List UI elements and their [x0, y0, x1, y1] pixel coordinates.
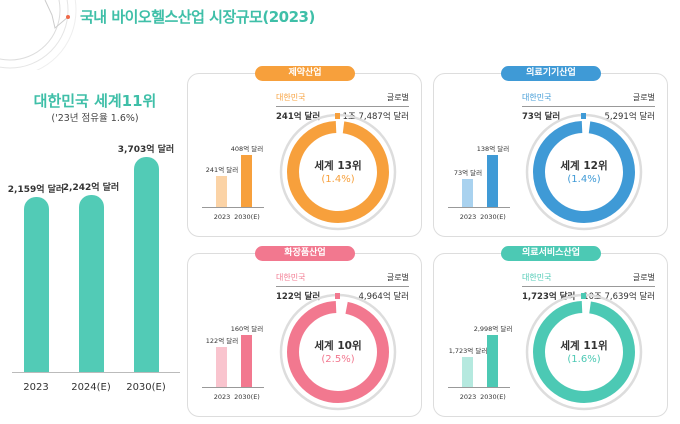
korea-share-marker	[581, 293, 586, 299]
world-share: (2.5%)	[321, 354, 355, 365]
global-value: 1조 7,487억 달러	[337, 106, 409, 122]
korea-rank-headline: 대한민국 세계11위	[33, 92, 157, 110]
world-rank: 세계 10위	[314, 340, 362, 352]
mini-x-label: 2030(E)	[480, 213, 506, 221]
share-donut	[279, 293, 397, 411]
bar-value-label: 2,242억 달러	[62, 182, 120, 193]
mini-x-label: 2030(E)	[234, 393, 260, 401]
global-label: 글로벌	[632, 93, 655, 102]
bar-2023	[24, 197, 49, 372]
korea-label: 대한민국	[276, 273, 306, 282]
korea-value: 241억 달러	[276, 106, 338, 122]
global-label: 글로벌	[386, 273, 409, 282]
mini-bar-value: 122억 달러	[205, 337, 239, 346]
x-tick-label: 2030(E)	[126, 382, 166, 393]
mini-bar-value: 408억 달러	[230, 145, 264, 153]
mini-x-label: 2030(E)	[480, 393, 506, 401]
bar-2030(E)	[134, 157, 159, 372]
x-tick-label: 2023	[23, 382, 49, 393]
mini-x-label: 2023	[459, 393, 477, 401]
global-value: 5,291억 달러	[583, 106, 655, 122]
industry-name-pill: 의료서비스산업	[501, 246, 601, 261]
mini-bar-2023	[216, 176, 227, 207]
global-label: 글로벌	[386, 93, 409, 102]
korea-share-subtitle: ('23년 점유율 1.6%)	[51, 113, 139, 124]
mini-bar-value: 73억 달러	[453, 169, 483, 178]
global-share-arc	[533, 121, 635, 223]
mini-x-label: 2023	[213, 213, 231, 221]
page-title: 국내 바이오헬스산업 시장규모(2023)	[80, 8, 315, 26]
mini-bar-2030	[487, 155, 498, 207]
mini-axis	[202, 207, 264, 208]
mini-bar-2030	[487, 335, 498, 387]
mini-bar-value: 160억 달러	[230, 325, 264, 333]
industry-panel: 의료기기산업 대한민국 73억 달러 글로벌 5,291억 달러 세계 12위 …	[433, 66, 668, 237]
mini-bar-2023	[462, 179, 473, 207]
mini-bar-2030	[241, 155, 252, 207]
bar-2024(E)	[79, 194, 104, 372]
mini-bar-value: 2,998억 달러	[473, 325, 513, 333]
share-donut	[525, 113, 643, 231]
industry-name-pill: 의료기기산업	[501, 66, 601, 81]
mini-axis	[202, 387, 264, 388]
korea-label: 대한민국	[522, 93, 552, 102]
mini-bar-2023	[462, 357, 473, 387]
decorative-circuit-lines	[0, 0, 77, 70]
bar-value-label: 3,703억 달러	[117, 145, 175, 155]
mini-bar-value: 138억 달러	[476, 145, 510, 153]
mini-bar-2023	[216, 347, 227, 387]
world-rank: 세계 12위	[560, 160, 608, 172]
world-share: (1.4%)	[567, 174, 601, 185]
industry-panel: 화장품산업 대한민국 122억 달러 글로벌 4,964억 달러 세계 10위 …	[187, 246, 422, 417]
global-value: 4,964억 달러	[337, 286, 409, 302]
world-share: (1.4%)	[321, 174, 355, 185]
global-label: 글로벌	[632, 273, 655, 282]
korea-label: 대한민국	[276, 93, 306, 102]
korea-share-marker	[581, 113, 586, 119]
mini-bar-2030	[241, 335, 252, 387]
korea-share-marker	[335, 293, 340, 299]
industry-panel: 의료서비스산업 대한민국 1,723억 달러 글로벌 10조 7,639억 달러…	[433, 246, 668, 417]
industry-name-pill: 화장품산업	[255, 246, 355, 261]
world-rank: 세계 13위	[314, 160, 362, 172]
x-tick-label: 2024(E)	[71, 382, 111, 393]
korea-label: 대한민국	[522, 273, 552, 282]
share-donut	[279, 113, 397, 231]
mini-axis	[448, 207, 510, 208]
mini-x-label: 2030(E)	[234, 213, 260, 221]
x-axis-line	[12, 372, 180, 373]
mini-x-label: 2023	[213, 393, 231, 401]
world-rank: 세계 11위	[560, 340, 608, 352]
industry-panel: 제약산업 대한민국 241억 달러 글로벌 1조 7,487억 달러 세계 13…	[187, 66, 422, 237]
global-value: 10조 7,639억 달러	[583, 286, 655, 302]
world-share: (1.6%)	[567, 354, 601, 365]
mini-bar-value: 1,723억 달러	[448, 347, 488, 356]
mini-x-label: 2023	[459, 213, 477, 221]
mini-bar-value: 241억 달러	[205, 166, 239, 175]
mini-axis	[448, 387, 510, 388]
korea-value: 73억 달러	[522, 106, 584, 122]
bar-value-label: 2,159억 달러	[7, 185, 65, 195]
industry-name-pill: 제약산업	[255, 66, 355, 81]
korea-value: 122억 달러	[276, 286, 338, 302]
korea-share-marker	[335, 113, 340, 119]
korea-value: 1,723억 달러	[522, 286, 584, 302]
share-donut	[525, 293, 643, 411]
